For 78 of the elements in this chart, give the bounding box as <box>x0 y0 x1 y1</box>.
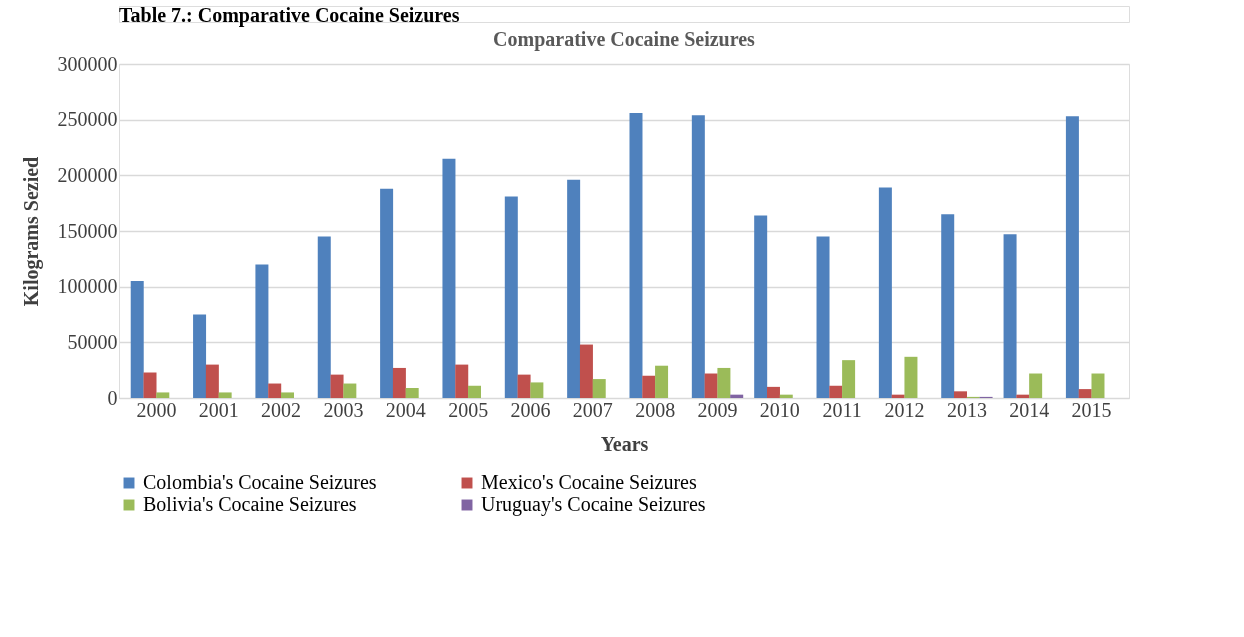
bar <box>455 364 469 398</box>
y-tick-label: 150000 <box>57 219 118 242</box>
bar <box>130 281 144 398</box>
x-tick-label: 2004 <box>385 398 426 421</box>
x-tick-label: 2007 <box>572 398 613 421</box>
bar <box>442 158 456 398</box>
bar <box>530 382 544 398</box>
legend-label: Uruguay's Cocaine Seizures <box>481 493 706 516</box>
x-tick-label: 2011 <box>822 398 862 421</box>
x-tick-label: 2000 <box>136 398 177 421</box>
bar <box>904 356 918 398</box>
bar <box>691 115 705 398</box>
bar <box>878 187 892 398</box>
bar <box>1016 394 1030 398</box>
y-tick-label: 50000 <box>67 330 118 353</box>
x-tick-label: 2008 <box>635 398 676 421</box>
bar <box>468 385 482 398</box>
bar <box>655 365 669 398</box>
bar <box>380 188 394 398</box>
bar <box>954 391 968 398</box>
bar <box>255 264 269 398</box>
bar <box>567 179 581 398</box>
bar <box>704 373 718 398</box>
bar <box>218 392 232 398</box>
y-tick-label: 0 <box>107 386 118 409</box>
caption: Table 7.: Comparative Cocaine Seizures <box>119 4 460 27</box>
bar <box>642 375 656 398</box>
bar <box>405 387 419 398</box>
y-tick-label: 250000 <box>57 108 118 131</box>
bar <box>517 374 531 398</box>
x-tick-label: 2015 <box>1071 398 1112 421</box>
bar <box>829 385 843 398</box>
bar <box>280 392 294 398</box>
bar <box>156 392 170 398</box>
bar <box>1003 234 1017 398</box>
legend-label: Mexico's Cocaine Seizures <box>481 471 697 493</box>
bar <box>193 314 207 398</box>
bar <box>330 374 344 398</box>
legend-label: Colombia's Cocaine Seizures <box>143 471 377 493</box>
bar <box>717 367 731 398</box>
x-tick-label: 2010 <box>759 398 800 421</box>
bar <box>754 215 768 398</box>
y-tick-label: 200000 <box>57 163 118 186</box>
x-tick-label: 2005 <box>448 398 489 421</box>
bar <box>205 364 219 398</box>
bar <box>1065 116 1079 398</box>
y-tick-label: 300000 <box>57 52 118 75</box>
bar <box>766 386 780 398</box>
x-tick-label: 2013 <box>946 398 987 421</box>
x-tick-label: 2012 <box>884 398 925 421</box>
x-tick-label: 2006 <box>510 398 551 421</box>
chart-title: Comparative Cocaine Seizures <box>493 28 756 51</box>
x-axis-title: Years <box>600 432 649 455</box>
bar <box>343 383 357 398</box>
x-tick-label: 2014 <box>1009 398 1050 421</box>
bar <box>579 344 593 398</box>
bar <box>730 394 744 398</box>
bar <box>592 379 606 398</box>
x-tick-label: 2009 <box>697 398 738 421</box>
bar <box>629 112 643 398</box>
x-tick-label: 2001 <box>198 398 239 421</box>
x-tick-label: 2003 <box>323 398 364 421</box>
bar <box>317 236 331 398</box>
legend-label: Bolivia's Cocaine Seizures <box>143 493 357 515</box>
bar <box>1029 373 1043 398</box>
bar <box>1078 389 1092 398</box>
y-axis-title: Kilograms Sezied <box>19 156 43 307</box>
bar <box>779 394 793 398</box>
bar <box>842 360 856 398</box>
bar <box>268 383 282 398</box>
bar <box>941 214 955 398</box>
y-tick-label: 100000 <box>57 275 118 298</box>
x-tick-label: 2002 <box>261 398 302 421</box>
bar <box>1091 373 1105 398</box>
bar <box>504 196 518 398</box>
bar <box>392 367 406 398</box>
bar <box>816 236 830 398</box>
bar <box>143 372 157 398</box>
